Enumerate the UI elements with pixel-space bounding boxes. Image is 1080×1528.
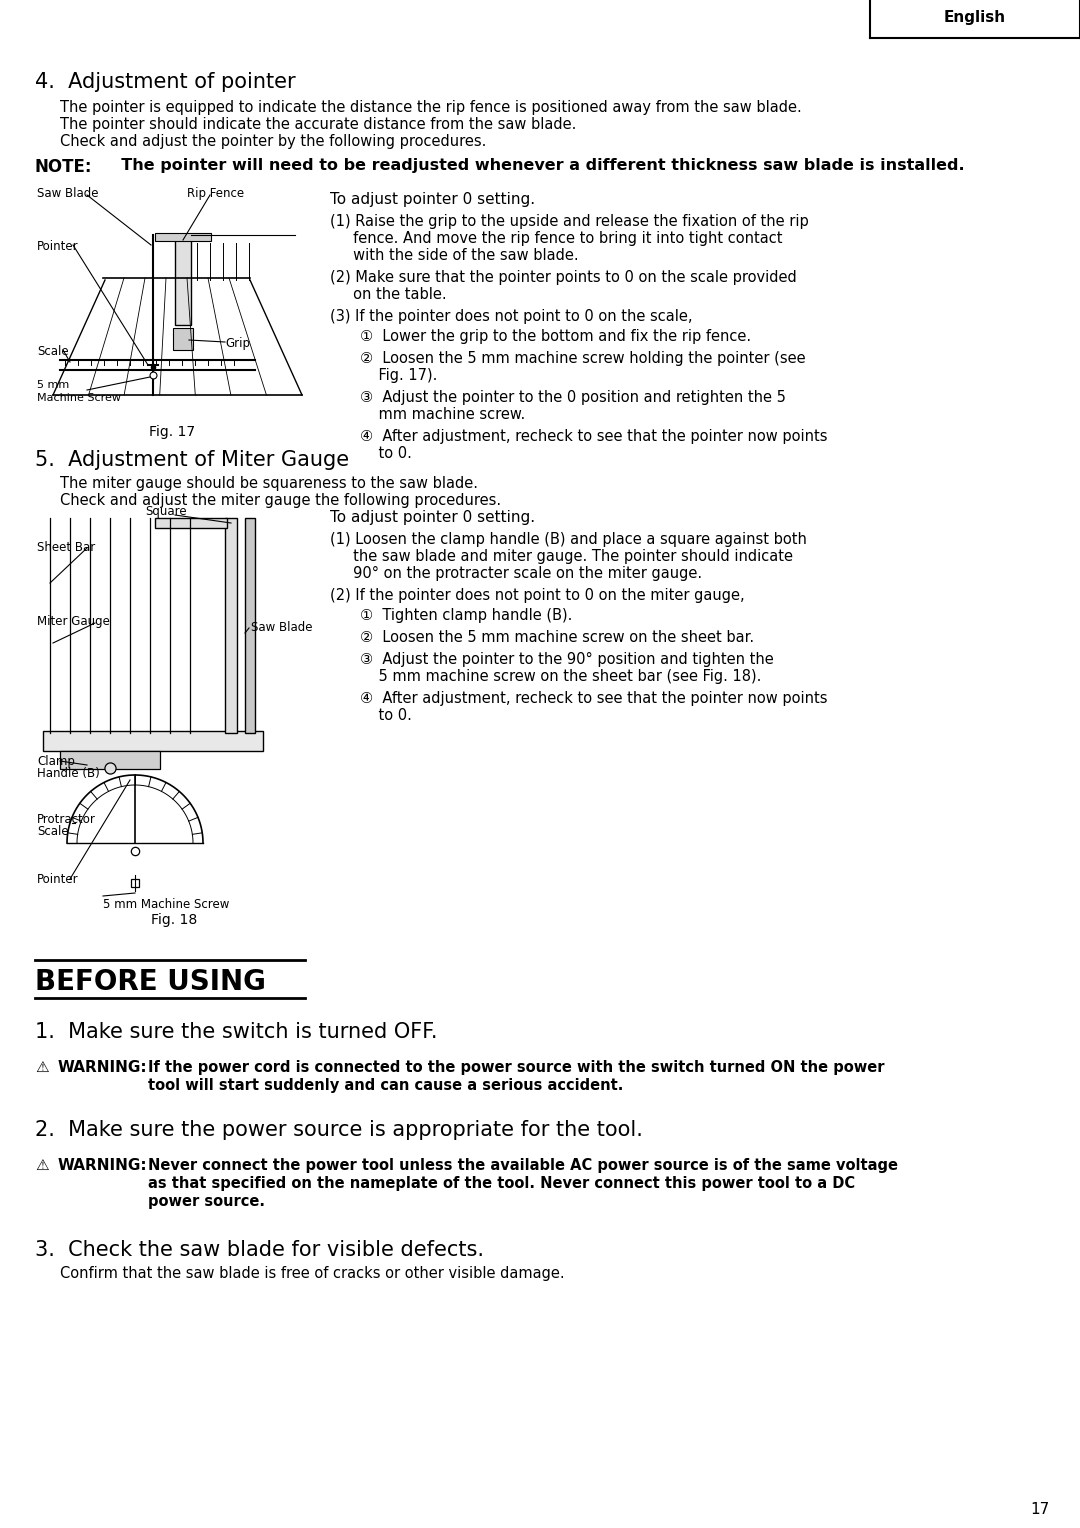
Text: on the table.: on the table. bbox=[330, 287, 447, 303]
Text: Protractor: Protractor bbox=[37, 813, 96, 827]
Text: 17: 17 bbox=[1030, 1502, 1050, 1517]
Text: The pointer is equipped to indicate the distance the rip fence is positioned awa: The pointer is equipped to indicate the … bbox=[60, 99, 801, 115]
Text: fence. And move the rip fence to bring it into tight contact: fence. And move the rip fence to bring i… bbox=[330, 231, 783, 246]
Text: tool will start suddenly and can cause a serious accident.: tool will start suddenly and can cause a… bbox=[148, 1077, 623, 1093]
Text: Handle (B): Handle (B) bbox=[37, 767, 99, 779]
Bar bbox=[156, 518, 227, 529]
Text: BEFORE USING: BEFORE USING bbox=[35, 969, 266, 996]
Text: 2.  Make sure the power source is appropriate for the tool.: 2. Make sure the power source is appropr… bbox=[35, 1120, 643, 1140]
Text: Clamp: Clamp bbox=[37, 755, 75, 769]
Text: The pointer will need to be readjusted whenever a different thickness saw blade : The pointer will need to be readjusted w… bbox=[110, 157, 964, 173]
Text: WARNING:: WARNING: bbox=[58, 1060, 148, 1076]
Text: ⚠: ⚠ bbox=[35, 1060, 49, 1076]
Text: Rip Fence: Rip Fence bbox=[187, 186, 244, 200]
Text: Never connect the power tool unless the available AC power source is of the same: Never connect the power tool unless the … bbox=[148, 1158, 897, 1174]
Bar bbox=[173, 329, 193, 350]
Text: Confirm that the saw blade is free of cracks or other visible damage.: Confirm that the saw blade is free of cr… bbox=[60, 1267, 565, 1280]
Text: mm machine screw.: mm machine screw. bbox=[360, 406, 525, 422]
Text: WARNING:: WARNING: bbox=[58, 1158, 148, 1174]
Text: ①  Lower the grip to the bottom and fix the rip fence.: ① Lower the grip to the bottom and fix t… bbox=[360, 329, 751, 344]
Text: ②  Loosen the 5 mm machine screw holding the pointer (see: ② Loosen the 5 mm machine screw holding … bbox=[360, 351, 806, 367]
Text: to 0.: to 0. bbox=[360, 707, 411, 723]
Bar bbox=[245, 518, 255, 733]
Text: 5.  Adjustment of Miter Gauge: 5. Adjustment of Miter Gauge bbox=[35, 451, 349, 471]
Text: If the power cord is connected to the power source with the switch turned ON the: If the power cord is connected to the po… bbox=[148, 1060, 885, 1076]
Text: NOTE:: NOTE: bbox=[35, 157, 93, 176]
Bar bbox=[43, 730, 264, 750]
Text: (2) Make sure that the pointer points to 0 on the scale provided: (2) Make sure that the pointer points to… bbox=[330, 270, 797, 286]
Text: Miter Gauge: Miter Gauge bbox=[37, 614, 110, 628]
Text: Scale: Scale bbox=[37, 345, 69, 358]
Text: 90° on the protracter scale on the miter gauge.: 90° on the protracter scale on the miter… bbox=[330, 565, 702, 581]
Text: ①  Tighten clamp handle (B).: ① Tighten clamp handle (B). bbox=[360, 608, 572, 623]
Text: Machine Screw: Machine Screw bbox=[37, 393, 121, 403]
Text: as that specified on the nameplate of the tool. Never connect this power tool to: as that specified on the nameplate of th… bbox=[148, 1177, 855, 1190]
Text: Pointer: Pointer bbox=[37, 872, 79, 886]
Text: 4.  Adjustment of pointer: 4. Adjustment of pointer bbox=[35, 72, 296, 92]
Text: Pointer: Pointer bbox=[37, 240, 79, 254]
Text: (3) If the pointer does not point to 0 on the scale,: (3) If the pointer does not point to 0 o… bbox=[330, 309, 692, 324]
Text: Square: Square bbox=[145, 504, 187, 518]
Text: ④  After adjustment, recheck to see that the pointer now points: ④ After adjustment, recheck to see that … bbox=[360, 691, 827, 706]
Text: (1) Raise the grip to the upside and release the fixation of the rip: (1) Raise the grip to the upside and rel… bbox=[330, 214, 809, 229]
Text: ②  Loosen the 5 mm machine screw on the sheet bar.: ② Loosen the 5 mm machine screw on the s… bbox=[360, 630, 754, 645]
Text: 5 mm machine screw on the sheet bar (see Fig. 18).: 5 mm machine screw on the sheet bar (see… bbox=[360, 669, 761, 685]
Text: ④  After adjustment, recheck to see that the pointer now points: ④ After adjustment, recheck to see that … bbox=[360, 429, 827, 445]
Text: Fig. 17).: Fig. 17). bbox=[360, 368, 437, 384]
Text: with the side of the saw blade.: with the side of the saw blade. bbox=[330, 248, 579, 263]
Text: Check and adjust the miter gauge the following procedures.: Check and adjust the miter gauge the fol… bbox=[60, 494, 501, 507]
Text: Scale: Scale bbox=[37, 825, 69, 837]
Text: (2) If the pointer does not point to 0 on the miter gauge,: (2) If the pointer does not point to 0 o… bbox=[330, 588, 744, 604]
Text: To adjust pointer 0 setting.: To adjust pointer 0 setting. bbox=[330, 510, 535, 526]
Text: 5 mm Machine Screw: 5 mm Machine Screw bbox=[103, 898, 229, 911]
Bar bbox=[175, 235, 191, 325]
Text: ③  Adjust the pointer to the 0 position and retighten the 5: ③ Adjust the pointer to the 0 position a… bbox=[360, 390, 786, 405]
Text: Check and adjust the pointer by the following procedures.: Check and adjust the pointer by the foll… bbox=[60, 134, 486, 150]
Text: ③  Adjust the pointer to the 90° position and tighten the: ③ Adjust the pointer to the 90° position… bbox=[360, 652, 773, 668]
Text: Grip: Grip bbox=[225, 338, 249, 350]
Text: 1.  Make sure the switch is turned OFF.: 1. Make sure the switch is turned OFF. bbox=[35, 1022, 437, 1042]
Bar bbox=[156, 232, 211, 241]
Text: Saw Blade: Saw Blade bbox=[251, 620, 312, 634]
Text: Fig. 17: Fig. 17 bbox=[149, 425, 195, 439]
Text: power source.: power source. bbox=[148, 1193, 265, 1209]
Text: The pointer should indicate the accurate distance from the saw blade.: The pointer should indicate the accurate… bbox=[60, 118, 577, 131]
Text: to 0.: to 0. bbox=[360, 446, 411, 461]
Text: ⚠: ⚠ bbox=[35, 1158, 49, 1174]
Text: Saw Blade: Saw Blade bbox=[37, 186, 98, 200]
Text: the saw blade and miter gauge. The pointer should indicate: the saw blade and miter gauge. The point… bbox=[330, 549, 793, 564]
Text: Sheet Bar: Sheet Bar bbox=[37, 541, 95, 555]
Bar bbox=[225, 518, 237, 733]
Text: The miter gauge should be squareness to the saw blade.: The miter gauge should be squareness to … bbox=[60, 477, 478, 490]
Text: To adjust pointer 0 setting.: To adjust pointer 0 setting. bbox=[330, 193, 535, 206]
Text: 5 mm: 5 mm bbox=[37, 380, 69, 390]
Text: Fig. 18: Fig. 18 bbox=[151, 914, 198, 927]
Text: 3.  Check the saw blade for visible defects.: 3. Check the saw blade for visible defec… bbox=[35, 1241, 484, 1261]
Text: (1) Loosen the clamp handle (B) and place a square against both: (1) Loosen the clamp handle (B) and plac… bbox=[330, 532, 807, 547]
Bar bbox=[60, 750, 160, 769]
Text: English: English bbox=[944, 11, 1007, 24]
